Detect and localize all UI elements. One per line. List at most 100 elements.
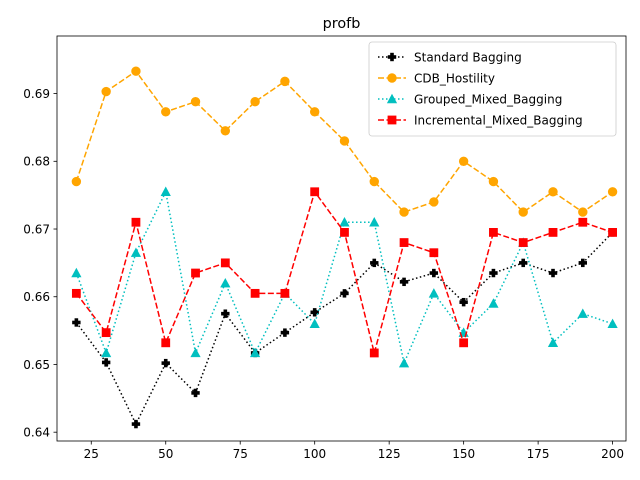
series-2 <box>71 186 618 368</box>
data-point <box>459 297 468 307</box>
marker-plus-v <box>402 277 406 287</box>
data-point <box>220 126 231 136</box>
marker-plus-v <box>390 52 394 62</box>
data-point <box>339 217 350 227</box>
legend-label: Standard Bagging <box>414 50 522 64</box>
data-point <box>399 277 409 287</box>
data-point <box>72 318 81 327</box>
data-point <box>399 207 409 217</box>
series-0 <box>72 228 617 429</box>
data-point <box>190 96 201 107</box>
data-point <box>578 207 588 217</box>
data-point <box>608 228 617 237</box>
marker-plus-v <box>491 268 496 278</box>
data-point <box>250 96 260 107</box>
data-point <box>101 328 111 338</box>
data-point <box>101 86 111 97</box>
x-tick-label: 175 <box>527 447 550 461</box>
data-point <box>71 176 82 187</box>
data-point <box>370 258 379 268</box>
data-point <box>429 248 439 258</box>
data-point <box>518 207 528 217</box>
series-line-3 <box>75 190 613 356</box>
data-point <box>458 156 469 166</box>
plot-frame <box>56 35 627 442</box>
x-tick-label: 125 <box>378 447 401 461</box>
series-1 <box>71 66 618 217</box>
data-point <box>101 347 112 358</box>
data-point <box>309 318 320 329</box>
marker-plus-v <box>312 308 317 317</box>
data-point <box>578 217 588 227</box>
x-tick-label: 25 <box>84 447 99 461</box>
data-point <box>429 197 439 207</box>
y-tick-label: 0.65 <box>23 358 50 372</box>
data-point <box>220 277 231 288</box>
data-point <box>548 268 558 278</box>
legend-marker <box>387 52 397 62</box>
chart-title: profb <box>323 16 361 32</box>
data-point <box>250 288 260 298</box>
data-point <box>220 258 230 268</box>
data-point <box>398 357 410 368</box>
data-point <box>191 388 200 398</box>
data-point <box>340 289 349 298</box>
marker-plus-v <box>74 318 79 327</box>
data-point <box>160 186 171 196</box>
data-point <box>161 338 171 348</box>
marker-plus-v <box>134 419 138 429</box>
series-3 <box>71 187 617 358</box>
data-point <box>489 268 498 278</box>
marker-plus-v <box>223 309 228 318</box>
data-point <box>428 288 439 298</box>
data-point <box>161 358 170 368</box>
data-point <box>578 258 588 268</box>
data-point <box>131 217 141 227</box>
legend-box <box>368 41 617 137</box>
data-point <box>309 107 320 117</box>
marker-plus-v <box>104 358 108 367</box>
x-tick-label: 150 <box>452 447 475 461</box>
x-tick-label: 200 <box>601 447 624 461</box>
legend-entry-3: Incremental_Mixed_Bagging <box>378 113 583 127</box>
marker-plus-v <box>461 297 466 307</box>
data-point <box>548 228 558 237</box>
series-line-0 <box>75 231 614 426</box>
data-point <box>488 298 499 308</box>
data-point <box>519 258 528 268</box>
data-point <box>280 288 290 298</box>
data-point <box>429 268 439 278</box>
marker-plus-v <box>372 258 377 268</box>
legend-marker <box>386 93 398 104</box>
x-tick-label: 50 <box>158 447 173 461</box>
data-point <box>71 267 82 278</box>
data-point <box>221 309 230 318</box>
marker-plus-v <box>551 268 555 278</box>
plot-area <box>71 66 618 429</box>
data-point <box>607 187 618 197</box>
legend-label: Grouped_Mixed_Bagging <box>414 92 562 106</box>
data-point <box>459 338 469 348</box>
data-point <box>518 238 528 247</box>
data-point <box>130 247 142 257</box>
legend-marker <box>387 73 397 83</box>
data-point <box>310 187 320 197</box>
y-tick-label: 0.66 <box>23 290 50 304</box>
axes: 25 50 75 100 125 150 175 200 0.64 0.65 0.66 0.67 0.6… <box>23 35 627 461</box>
data-point <box>607 318 618 329</box>
data-point <box>131 66 141 76</box>
data-point <box>369 348 379 358</box>
data-point <box>161 107 171 117</box>
marker-plus-v <box>163 358 168 368</box>
marker-plus-v <box>342 289 347 298</box>
legend-entry-2: Grouped_Mixed_Bagging <box>378 92 562 106</box>
data-point <box>310 308 319 317</box>
data-point <box>280 328 290 337</box>
marker-plus-v <box>283 328 287 337</box>
data-point <box>369 176 379 187</box>
data-point <box>488 176 499 187</box>
data-point <box>191 268 200 278</box>
marker-plus-v <box>193 388 198 398</box>
y-tick-label: 0.67 <box>23 222 50 236</box>
